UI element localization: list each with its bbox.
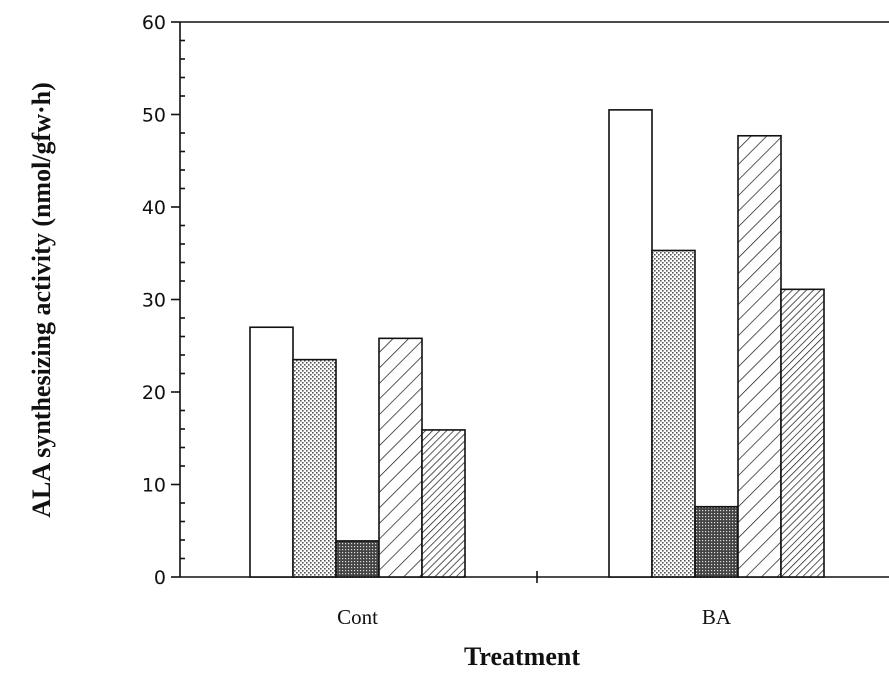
y-ticks: 0 10 20 30 40 50 60 [142,12,538,589]
bar-ba-3 [694,505,739,578]
bar-cont-5 [421,429,466,578]
bar-ba-5 [780,288,825,578]
bars [249,109,825,578]
y-tick-label: 20 [142,382,166,404]
y-tick-label: 60 [142,12,166,34]
bar-cont-4 [378,337,423,578]
y-tick-label: 50 [142,105,166,127]
bar-ba-1 [608,109,653,578]
bar-ba-2 [651,249,696,578]
category-label-cont: Cont [337,605,378,629]
y-tick-label: 10 [142,475,166,497]
y-tick-label: 40 [142,197,166,219]
x-axis-title: Treatment [464,642,580,671]
bar-ba-4 [737,134,782,578]
y-axis-title: ALA synthesizing activity (nmol/gfw·h) [27,82,56,518]
y-tick-label: 30 [142,290,166,312]
category-labels: Cont BA [337,605,732,629]
category-label-ba: BA [702,605,732,629]
bar-cont-3 [335,540,380,578]
bar-cont-2 [292,358,337,578]
bar-cont-1 [249,326,294,578]
y-tick-label: 0 [154,567,166,589]
